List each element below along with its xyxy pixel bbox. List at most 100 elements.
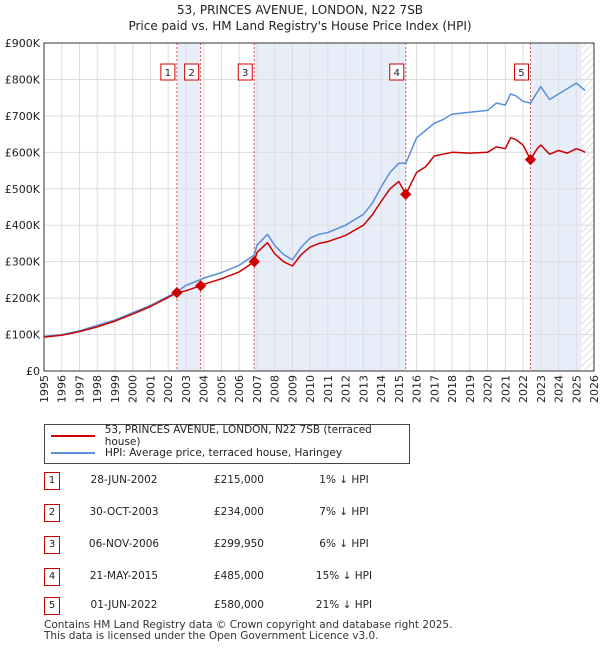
x-tick-label: 2018 xyxy=(446,375,459,403)
x-tick-label: 2007 xyxy=(251,375,264,403)
sale-label-number: 2 xyxy=(188,68,194,79)
x-tick-label: 2013 xyxy=(357,375,370,403)
legend-item-hpi: HPI: Average price, terraced house, Hari… xyxy=(51,445,342,461)
sale-row: 5 01-JUN-2022 £580,000 21% ↓ HPI xyxy=(44,597,464,617)
x-tick-label: 1999 xyxy=(109,375,122,403)
x-tick-label: 2024 xyxy=(553,375,566,403)
x-tick-label: 2002 xyxy=(162,375,175,403)
x-tick-label: 2025 xyxy=(570,375,583,403)
x-tick-label: 2009 xyxy=(286,375,299,403)
y-tick-label: £500K xyxy=(5,183,41,196)
sale-price: £234,000 xyxy=(213,506,264,518)
sale-label-box xyxy=(513,63,529,81)
legend-line-property xyxy=(51,435,95,437)
x-tick-label: 1995 xyxy=(38,375,51,403)
sale-date: 01-JUN-2022 xyxy=(90,599,158,611)
footer-licence: This data is licensed under the Open Gov… xyxy=(44,630,379,642)
sale-hpi-diff: 21% ↓ HPI xyxy=(315,599,373,611)
sale-number-badge: 2 xyxy=(44,504,60,522)
sale-point xyxy=(195,280,207,292)
x-tick-label: 2010 xyxy=(304,375,317,403)
x-tick-label: 2014 xyxy=(375,375,388,403)
sale-hpi-diff: 15% ↓ HPI xyxy=(315,570,373,582)
sale-point xyxy=(248,256,260,268)
sale-row: 4 21-MAY-2015 £485,000 15% ↓ HPI xyxy=(44,568,464,588)
plot-border xyxy=(43,42,595,372)
sale-date: 28-JUN-2002 xyxy=(90,474,158,486)
shaded-ownership-period xyxy=(254,43,406,371)
x-tick-label: 2022 xyxy=(517,375,530,403)
legend-line-hpi xyxy=(51,452,95,454)
sale-hpi-diff: 7% ↓ HPI xyxy=(319,506,369,518)
x-tick-label: 2006 xyxy=(233,375,246,403)
sale-date: 06-NOV-2006 xyxy=(88,538,160,550)
sale-number-badge: 4 xyxy=(44,568,60,586)
x-tick-label: 2020 xyxy=(482,375,495,403)
chart-subtitle: Price paid vs. HM Land Registry's House … xyxy=(128,19,472,33)
sale-number-badge: 3 xyxy=(44,536,60,554)
sale-label-box xyxy=(237,63,253,81)
sale-label-number: 5 xyxy=(518,68,524,79)
x-tick-label: 2026 xyxy=(588,375,600,403)
y-tick-label: £100K xyxy=(5,329,41,342)
x-tick-label: 2016 xyxy=(411,375,424,403)
x-tick-label: 2023 xyxy=(535,375,548,403)
sale-point xyxy=(400,188,412,200)
y-tick-label: £900K xyxy=(5,37,41,50)
price-chart: £0 £100K £200K £300K £400K £500K £600K £700K £80… xyxy=(5,37,600,403)
y-tick-label: £0 xyxy=(26,365,40,378)
sale-row: 3 06-NOV-2006 £299,950 6% ↓ HPI xyxy=(44,536,464,556)
sale-label-number: 4 xyxy=(394,68,400,79)
x-tick-label: 2015 xyxy=(393,375,406,403)
x-tick-label: 2011 xyxy=(322,375,335,403)
y-tick-label: £700K xyxy=(5,110,41,123)
sale-number-badge: 5 xyxy=(44,597,60,615)
hpi-series-line xyxy=(43,82,586,338)
x-tick-label: 1996 xyxy=(56,375,69,403)
sale-date: 21-MAY-2015 xyxy=(89,570,159,582)
legend-label-property: 53, PRINCES AVENUE, LONDON, N22 7SB (ter… xyxy=(104,424,372,448)
sale-label-number: 1 xyxy=(165,68,171,79)
x-tick-label: 2004 xyxy=(198,375,211,403)
y-tick-label: £300K xyxy=(5,256,41,269)
x-tick-label: 2000 xyxy=(127,375,140,403)
shaded-ownership-period xyxy=(176,43,201,371)
x-tick-label: 2012 xyxy=(340,375,353,403)
x-tick-label: 2019 xyxy=(464,375,477,403)
chart-legend: 53, PRINCES AVENUE, LONDON, N22 7SB (ter… xyxy=(44,424,410,464)
shaded-ownership-period xyxy=(530,43,582,371)
legend-label-hpi: HPI: Average price, terraced house, Hari… xyxy=(105,447,343,459)
sale-label-number: 3 xyxy=(242,68,248,79)
sale-label-box xyxy=(184,63,200,81)
sale-label-box xyxy=(160,63,176,81)
y-tick-label: £600K xyxy=(5,146,41,159)
x-tick-label: 2005 xyxy=(215,375,228,403)
x-tick-label: 2001 xyxy=(144,375,157,403)
x-tick-label: 1998 xyxy=(91,375,104,403)
footer-notice: Contains HM Land Registry data © Crown c… xyxy=(44,620,452,642)
x-tick-label: 2017 xyxy=(428,375,441,403)
sale-price: £299,950 xyxy=(213,538,264,550)
x-tick-label: 2003 xyxy=(180,375,193,403)
chart-title: 53, PRINCES AVENUE, LONDON, N22 7SB xyxy=(176,3,424,17)
sale-point xyxy=(171,286,183,299)
sale-point xyxy=(524,153,537,166)
sale-price: £215,000 xyxy=(213,474,264,486)
y-tick-label: £400K xyxy=(5,219,41,232)
sale-hpi-diff: 6% ↓ HPI xyxy=(319,538,369,550)
y-tick-label: £800K xyxy=(5,73,41,86)
sale-price: £485,000 xyxy=(213,570,264,582)
sale-number-badge: 1 xyxy=(44,472,60,490)
hatched-forecast-region xyxy=(581,43,594,371)
legend-item-property: 53, PRINCES AVENUE, LONDON, N22 7SB (ter… xyxy=(51,424,409,448)
footer-copyright: Contains HM Land Registry data © Crown c… xyxy=(44,619,453,631)
sale-date: 30-OCT-2003 xyxy=(89,506,159,518)
x-tick-label: 1997 xyxy=(73,375,86,403)
sale-row: 2 30-OCT-2003 £234,000 7% ↓ HPI xyxy=(44,504,464,524)
sale-price: £580,000 xyxy=(213,599,264,611)
sale-label-box xyxy=(389,63,405,81)
y-tick-label: £200K xyxy=(5,292,41,305)
sale-hpi-diff: 1% ↓ HPI xyxy=(319,474,369,486)
x-tick-label: 2008 xyxy=(269,375,282,403)
sale-row: 1 28-JUN-2002 £215,000 1% ↓ HPI xyxy=(44,472,464,492)
